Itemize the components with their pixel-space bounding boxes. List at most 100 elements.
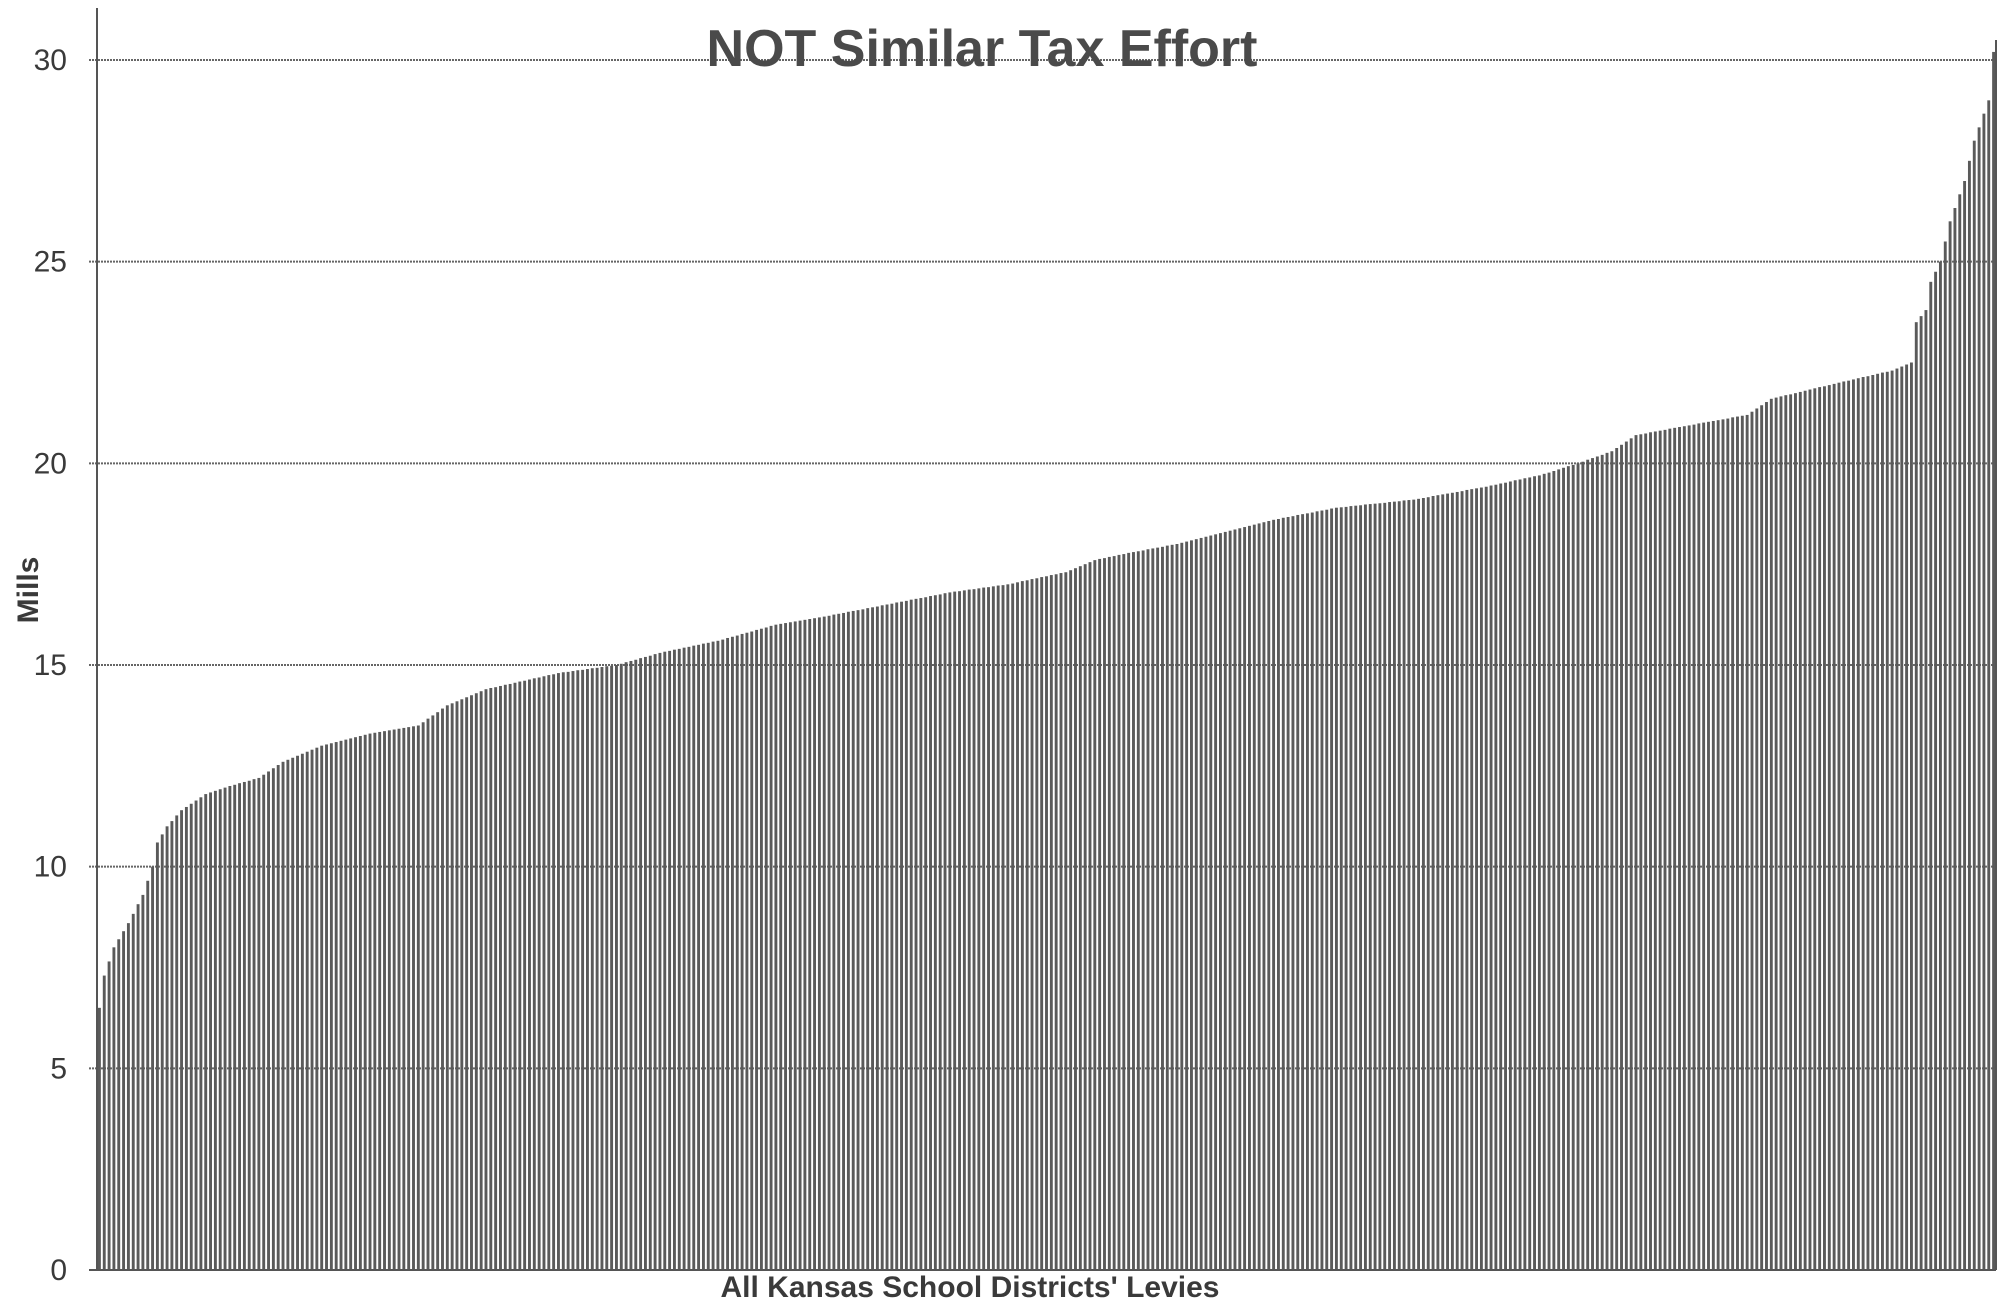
- district-levy-bar: [1866, 376, 1870, 1271]
- district-levy-bar: [436, 712, 440, 1270]
- district-levy-bar: [991, 586, 995, 1270]
- district-levy-bar: [1818, 387, 1822, 1271]
- district-levy-bar: [1716, 420, 1720, 1270]
- district-levy-bar: [1199, 537, 1203, 1270]
- district-levy-bar: [1030, 579, 1034, 1270]
- district-levy-bar: [1697, 423, 1701, 1270]
- district-levy-bar: [919, 598, 923, 1270]
- district-levy-bar: [1074, 568, 1077, 1270]
- district-levy-bar: [1856, 378, 1860, 1271]
- district-levy-bar: [445, 705, 449, 1270]
- district-levy-bar: [668, 650, 672, 1270]
- district-levy-bar: [102, 975, 106, 1270]
- district-levy-bar: [537, 677, 541, 1270]
- district-levy-bar: [1591, 458, 1594, 1271]
- district-levy-bar: [1194, 539, 1198, 1270]
- district-levy-bar: [571, 671, 575, 1270]
- district-levy-bar: [441, 708, 444, 1270]
- district-levy-bar: [576, 670, 580, 1270]
- district-levy-bar: [672, 649, 676, 1270]
- district-levy-bar: [1794, 393, 1797, 1270]
- district-levy-bar: [204, 794, 208, 1270]
- district-levy-bar: [1475, 488, 1478, 1271]
- district-levy-bar: [315, 747, 319, 1270]
- district-levy-bar: [1658, 430, 1662, 1270]
- district-levy-bar: [1339, 507, 1343, 1270]
- district-levy-bar: [1127, 552, 1131, 1270]
- district-levy-bar: [1107, 556, 1111, 1270]
- district-levy-bar: [1827, 385, 1831, 1271]
- district-levy-bar: [126, 923, 130, 1270]
- district-levy-bar: [1045, 576, 1048, 1270]
- district-levy-bar: [484, 689, 488, 1270]
- district-levy-bar: [1054, 574, 1058, 1270]
- district-levy-bar: [378, 731, 382, 1270]
- district-levy-bar: [1620, 444, 1623, 1270]
- district-levy-bar: [1595, 456, 1599, 1271]
- district-levy-bar: [1204, 536, 1208, 1270]
- district-levy-bar: [387, 730, 391, 1270]
- district-levy-bar: [977, 588, 981, 1270]
- district-levy-bar: [895, 602, 899, 1270]
- district-levy-bar: [1281, 517, 1285, 1270]
- district-levy-bar: [1847, 380, 1851, 1270]
- district-levy-bar: [1093, 560, 1097, 1270]
- district-levy-bar: [1615, 448, 1619, 1270]
- district-levy-bar: [1537, 475, 1541, 1270]
- district-levy-bar: [759, 628, 763, 1270]
- district-levy-bar: [1426, 497, 1430, 1271]
- district-levy-bar: [566, 671, 570, 1270]
- district-levy-bar: [170, 821, 174, 1270]
- district-levy-bar: [107, 961, 111, 1270]
- district-levy-bar: [1450, 492, 1454, 1270]
- district-levy-bar: [1417, 498, 1421, 1271]
- district-levy-bar: [1397, 501, 1401, 1270]
- district-levy-bar: [1330, 508, 1334, 1270]
- district-levy-bar: [1528, 477, 1532, 1270]
- district-levy-bar: [1837, 382, 1841, 1270]
- district-levy-bar: [735, 635, 739, 1270]
- bar-layer: [97, 51, 1996, 1271]
- district-levy-bar: [1252, 524, 1256, 1270]
- district-levy-bar: [914, 598, 918, 1270]
- district-levy-bar: [334, 742, 338, 1270]
- district-levy-bar: [726, 637, 730, 1270]
- district-levy-bar: [199, 797, 203, 1270]
- district-levy-bar: [653, 654, 657, 1270]
- district-levy-bar: [1190, 540, 1193, 1270]
- district-levy-bar: [1653, 431, 1657, 1271]
- district-levy-bar: [1943, 241, 1947, 1270]
- district-levy-bar: [1175, 544, 1179, 1270]
- district-levy-bar: [1040, 577, 1044, 1270]
- district-levy-bar: [1760, 405, 1764, 1270]
- district-levy-bar: [392, 729, 396, 1270]
- district-levy-bar: [1513, 480, 1517, 1270]
- district-levy-bar: [1185, 541, 1189, 1270]
- district-levy-bar: [697, 644, 701, 1270]
- district-levy-bar: [363, 734, 367, 1270]
- district-levy-bar: [1392, 501, 1396, 1270]
- district-levy-bar: [677, 648, 681, 1270]
- district-levy-bar: [1508, 481, 1512, 1271]
- y-tick-label: 30: [34, 44, 67, 77]
- district-levy-bar: [610, 665, 614, 1270]
- district-levy-bar: [213, 790, 217, 1270]
- district-levy-bar: [1852, 379, 1855, 1270]
- district-levy-bar: [276, 765, 280, 1270]
- district-levy-bar: [1721, 419, 1725, 1270]
- district-levy-bar: [784, 623, 788, 1270]
- district-levy-bar: [1291, 516, 1295, 1270]
- district-levy-bar: [875, 606, 879, 1270]
- district-levy-bar: [1378, 503, 1382, 1270]
- district-levy-bar: [1219, 533, 1222, 1270]
- district-levy-bar: [1170, 544, 1174, 1270]
- district-levy-bar: [687, 646, 691, 1270]
- district-levy-bar: [972, 589, 976, 1270]
- district-levy-bar: [503, 684, 507, 1270]
- district-levy-bar: [1673, 427, 1677, 1271]
- district-levy-bar: [1301, 514, 1305, 1270]
- district-levy-bar: [1890, 370, 1894, 1270]
- district-levy-bar: [1740, 415, 1744, 1270]
- district-levy-bar: [1610, 451, 1614, 1271]
